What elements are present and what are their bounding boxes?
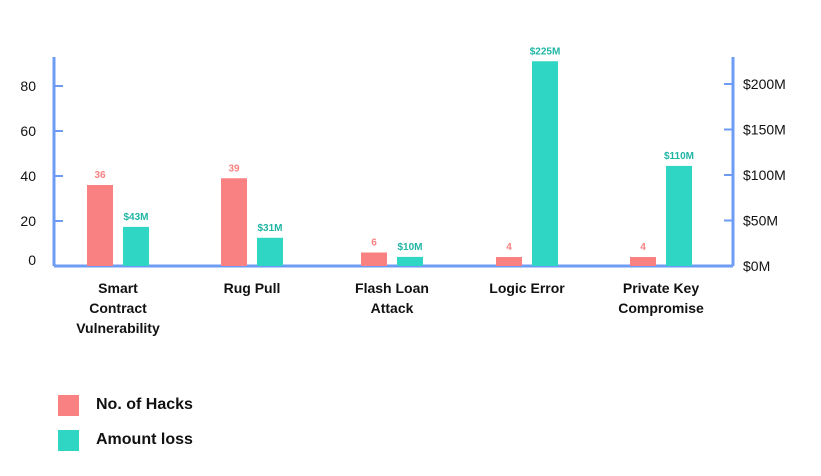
- data-label-hacks: 39: [228, 163, 240, 174]
- category-label: Rug Pull: [224, 280, 281, 296]
- category-label: Flash Loan: [355, 280, 429, 296]
- data-label-hacks: 4: [640, 242, 646, 253]
- left-tick-label: 60: [20, 123, 36, 139]
- category-label: Compromise: [618, 300, 704, 316]
- left-tick-label: 0: [28, 252, 36, 268]
- category-label: Attack: [371, 300, 414, 316]
- data-label-hacks: 6: [371, 238, 377, 249]
- category-label: Logic Error: [489, 280, 565, 296]
- data-label-amount: $225M: [530, 46, 561, 57]
- right-tick-label: $50M: [743, 213, 778, 229]
- bar-hacks: [496, 257, 522, 266]
- category-label: Vulnerability: [76, 320, 160, 336]
- bar-hacks: [221, 178, 247, 266]
- bar-amount: [532, 61, 558, 266]
- bar-hacks: [361, 252, 387, 266]
- legend-item-hacks: No. of Hacks: [58, 392, 193, 418]
- right-tick-label: $100M: [743, 167, 786, 183]
- bar-hacks: [87, 185, 113, 266]
- legend-item-amount: Amount loss: [58, 427, 193, 453]
- bar-amount: [666, 165, 692, 266]
- right-tick-label: $150M: [743, 122, 786, 138]
- data-label-amount: $10M: [397, 242, 422, 253]
- data-label-hacks: 36: [94, 170, 106, 181]
- left-tick-label: 40: [20, 168, 36, 184]
- data-label-amount: $31M: [257, 223, 282, 234]
- right-tick-label: $200M: [743, 76, 786, 92]
- right-tick-label: $0M: [743, 258, 770, 274]
- category-label: Smart: [98, 280, 138, 296]
- bar-hacks: [630, 257, 656, 266]
- left-tick-label: 20: [20, 213, 36, 229]
- data-label-amount: $110M: [664, 151, 694, 162]
- legend-swatch-amount: [58, 429, 79, 451]
- data-label-amount: $43M: [123, 212, 148, 223]
- left-tick-label: 80: [20, 78, 36, 94]
- legend-label-hacks: No. of Hacks: [96, 396, 193, 413]
- bar-amount: [397, 256, 423, 266]
- legend-label-amount: Amount loss: [96, 431, 193, 448]
- legend: No. of Hacks Amount loss: [58, 392, 193, 462]
- data-label-hacks: 4: [506, 242, 512, 253]
- bar-amount: [257, 237, 283, 266]
- bar-amount: [123, 226, 149, 266]
- category-label: Contract: [89, 300, 147, 316]
- category-label: Private Key: [623, 280, 699, 296]
- legend-swatch-hacks: [58, 394, 79, 416]
